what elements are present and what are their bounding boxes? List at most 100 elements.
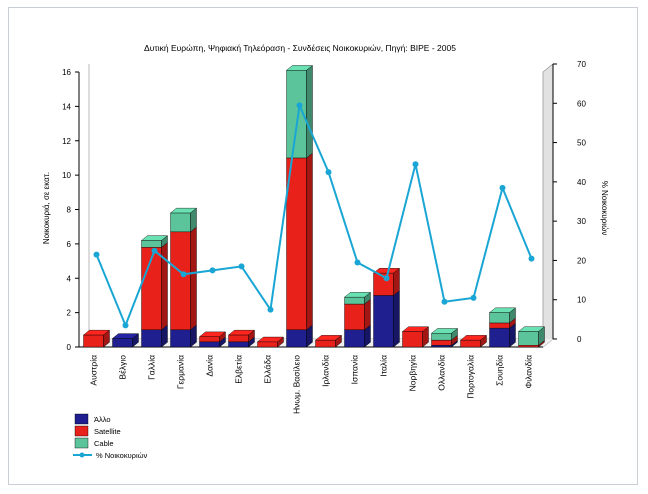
bar-segment	[344, 303, 365, 331]
x-tick-label: Ιταλία	[379, 355, 389, 377]
x-tick-label: Πορτογαλία	[466, 355, 476, 399]
legend-swatch	[74, 437, 89, 449]
y-tick-label: 10	[62, 171, 71, 180]
bar-segment	[170, 231, 191, 331]
y-axis-label: Νοικοκυριά, σε εκατ.	[42, 172, 51, 244]
x-tick-label: Σουηδία	[495, 355, 505, 386]
percent-line-point	[267, 306, 274, 313]
percent-line-point	[296, 102, 303, 109]
bar-segment-side	[306, 65, 313, 159]
percent-line-point	[499, 184, 506, 191]
bar-segment	[489, 327, 510, 348]
bar-segment-side	[393, 290, 400, 348]
percent-line-point	[151, 247, 158, 254]
bar-segment-top	[459, 335, 488, 341]
legend: Άλλο Satellite Cable % Νοικοκυριών	[73, 413, 147, 460]
bar-segment	[344, 296, 365, 305]
x-tick-label: Γερμανία	[176, 355, 186, 389]
legend-swatch	[74, 425, 89, 437]
bar-segment-top	[82, 329, 111, 336]
legend-swatch	[74, 413, 89, 425]
bar-segment	[112, 338, 133, 348]
legend-label: % Νοικοκυριών	[96, 451, 147, 460]
bar-segment	[373, 295, 394, 348]
bar-segment-side	[190, 226, 197, 331]
legend-label: Satellite	[94, 427, 121, 436]
bar-segment	[228, 334, 249, 343]
y2-tick-labels: 0 10 20 30 40 50 60 70	[553, 60, 586, 344]
y2-tick-label: 0	[577, 335, 582, 344]
y2-tick-label: 40	[577, 178, 586, 187]
percent-line-point	[122, 322, 129, 329]
x-tick-label: Βέλγιο	[118, 355, 128, 380]
chart-title: Δυτική Ευρώπη, Ψηφιακή Τηλεόραση - Συνδέ…	[144, 43, 456, 53]
x-tick-label: Ολλανδία	[437, 355, 447, 391]
chart-frame	[8, 7, 638, 485]
bar-segment-side	[364, 298, 371, 331]
right-wall	[542, 63, 554, 348]
y-tick-label: 16	[62, 68, 71, 77]
bar-segment	[518, 345, 539, 348]
y2-axis-label: % Νοικοκυριών	[600, 181, 609, 236]
percent-line-point	[441, 298, 448, 305]
x-tick-label: Νορβηγία	[408, 355, 418, 391]
bar-segment	[286, 329, 307, 348]
bar-segment	[199, 341, 220, 348]
legend-line-marker	[79, 452, 85, 458]
y-tick-label: 8	[67, 206, 72, 215]
x-tick-label: Γαλλία	[147, 355, 157, 380]
percent-line-point	[383, 275, 390, 282]
y-tick-label: 14	[62, 102, 71, 111]
y2-tick-label: 10	[577, 296, 586, 305]
x-tick-label: Ιρλανδία	[321, 355, 331, 387]
bar-segment-top	[517, 326, 546, 332]
y2-tick-label: 70	[577, 60, 586, 69]
y2-tick-label: 30	[577, 217, 586, 226]
percent-line-point	[238, 263, 245, 270]
bar-segment	[199, 336, 220, 343]
percent-line-point	[354, 259, 361, 266]
bar-segment-top	[343, 292, 372, 298]
percent-line-point	[180, 271, 187, 278]
y-tick-label: 0	[67, 343, 72, 352]
percent-line-point	[209, 267, 216, 274]
percent-line-point	[325, 169, 332, 176]
x-tick-label: Ελβετία	[234, 355, 244, 384]
percent-line	[93, 101, 535, 329]
x-tick-label: Δανία	[205, 355, 215, 377]
bar-segment	[170, 329, 191, 348]
bar-segment-top	[198, 331, 227, 337]
bar-segment	[402, 331, 423, 348]
bar-segment	[141, 329, 162, 348]
x-tick-label: Φιλανδία	[524, 355, 534, 389]
bar-segment-top	[314, 335, 343, 341]
y2-tick-label: 20	[577, 256, 586, 265]
legend-label: Cable	[94, 439, 114, 448]
x-tick-labels: Αυστρία Βέλγιο Γαλλία Γερμανία Δανία Ελβετία Ε…	[89, 355, 534, 414]
bar-segment-side	[306, 152, 313, 331]
bar-segment	[518, 331, 539, 346]
x-tick-label: Αυστρία	[89, 355, 99, 386]
percent-line-point	[470, 294, 477, 301]
bar-segment-top	[227, 329, 256, 336]
bar-segment-top	[140, 235, 169, 241]
x-tick-label: Ισπανία	[350, 355, 360, 384]
bar-segment	[431, 339, 452, 346]
x-tick-label: Ηνωμ. Βασίλειο	[292, 355, 302, 414]
bar-segment	[344, 329, 365, 348]
bar-segment	[228, 341, 249, 348]
bar-segment	[286, 157, 307, 331]
bar-segment-top	[169, 207, 198, 214]
y2-tick-label: 50	[577, 139, 586, 148]
percent-line-path	[95, 101, 533, 329]
y2-tick-label: 60	[577, 99, 586, 108]
bar-segment-top	[285, 65, 314, 71]
bar-segment	[315, 339, 336, 348]
bar-segment	[489, 322, 510, 329]
bar-segment	[431, 333, 452, 341]
percent-line-point	[528, 255, 535, 262]
bar-segment-top	[488, 307, 517, 313]
bar-segment-top	[111, 333, 140, 339]
percent-line-point	[93, 251, 100, 258]
